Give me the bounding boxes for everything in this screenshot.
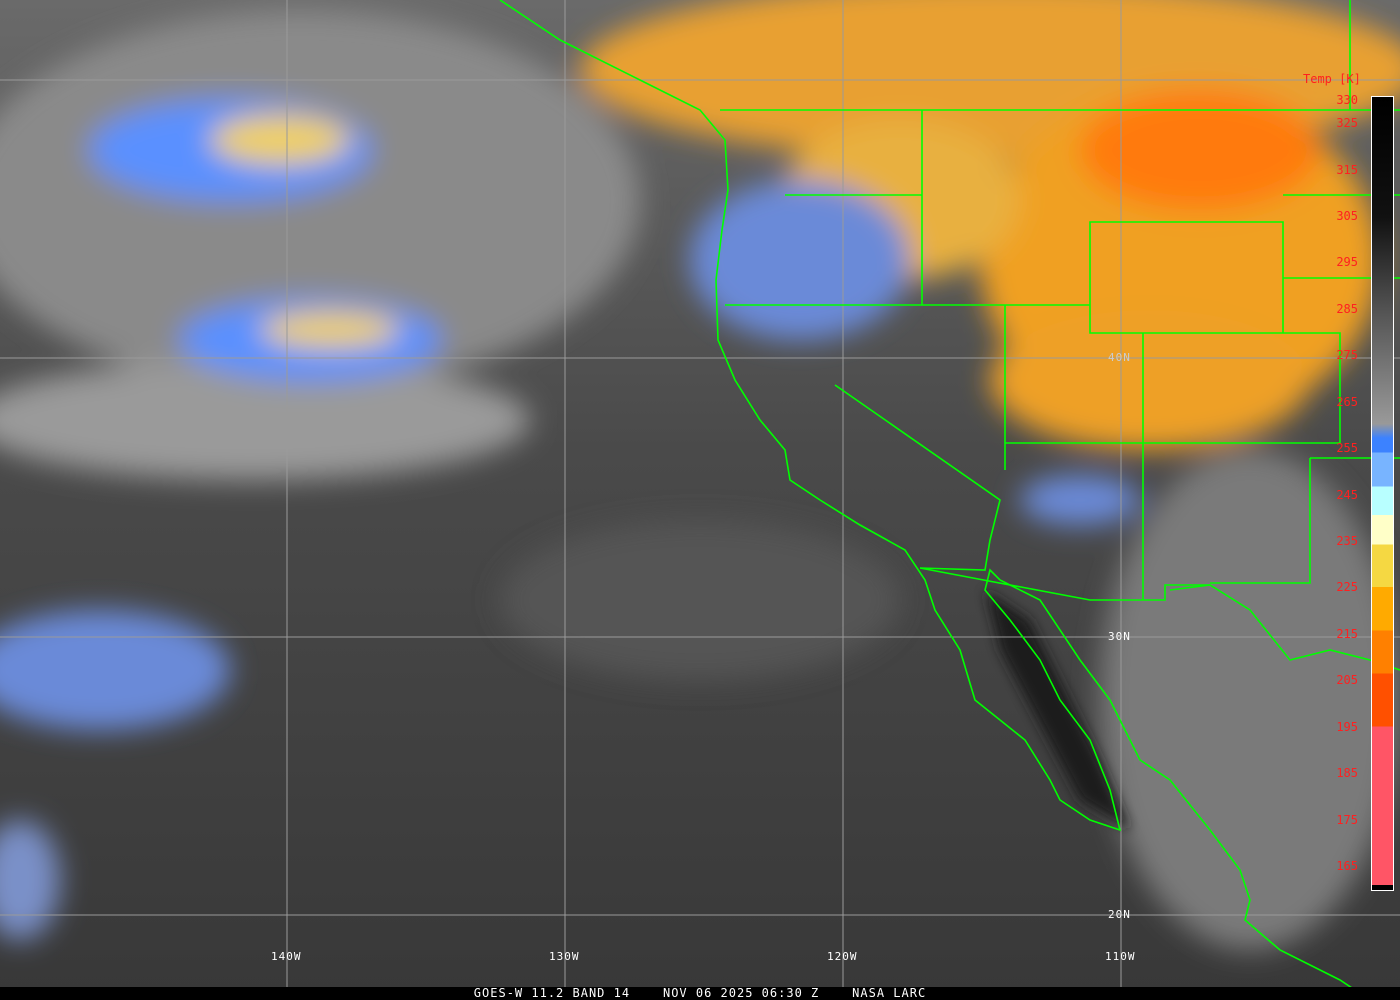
colorbar-tick: 265 (1336, 394, 1358, 409)
colorbar-tick: 165 (1336, 859, 1358, 873)
lat-label-20n: 20N (1108, 908, 1131, 921)
colorbar-tick: 275 (1336, 348, 1358, 363)
lon-label-140w: 140W (271, 950, 302, 963)
lon-label-120w: 120W (827, 950, 858, 963)
state-lines (720, 0, 1400, 601)
colorbar-tick: 175 (1336, 812, 1358, 827)
footer-caption: GOES-W 11.2 BAND 14 NOV 06 2025 06:30 Z … (0, 987, 1400, 1000)
boundaries (499, 0, 1400, 991)
colorbar-tick: 235 (1336, 534, 1358, 549)
colorbar-tick: 195 (1336, 719, 1358, 734)
colorbar-tick: 245 (1336, 487, 1358, 502)
colorbar-tick: 315 (1336, 162, 1358, 177)
lat-label-30n: 30N (1108, 630, 1131, 643)
lon-label-110w: 110W (1105, 950, 1136, 963)
colorbar-tick: 330 (1336, 93, 1358, 107)
lon-label-130w: 130W (549, 950, 580, 963)
colorbar-title: Temp [K] (1303, 72, 1361, 86)
colorbar-tick: 305 (1336, 209, 1358, 224)
colorbar-tick: 225 (1336, 580, 1358, 595)
colorbar-tick: 215 (1336, 626, 1358, 641)
footer-datetime: NOV 06 2025 06:30 Z (662, 986, 820, 1000)
cloud-field (0, 0, 1400, 950)
colorbar-tick: 295 (1336, 255, 1358, 270)
footer-satellite: GOES-W 11.2 BAND 14 (473, 986, 631, 1000)
colorbar-tick: 325 (1336, 116, 1358, 131)
colorbar-tick: 255 (1336, 441, 1358, 456)
colorbar-tick: 285 (1336, 301, 1358, 316)
footer-source: NASA LARC (852, 986, 927, 1000)
colorbar-tick: 185 (1336, 766, 1358, 781)
colorbar (1371, 96, 1394, 891)
lat-label-40n: 40N (1108, 351, 1131, 364)
colorbar-tick: 205 (1336, 673, 1358, 688)
coastline (499, 0, 1356, 991)
land-darkening (985, 590, 1130, 830)
